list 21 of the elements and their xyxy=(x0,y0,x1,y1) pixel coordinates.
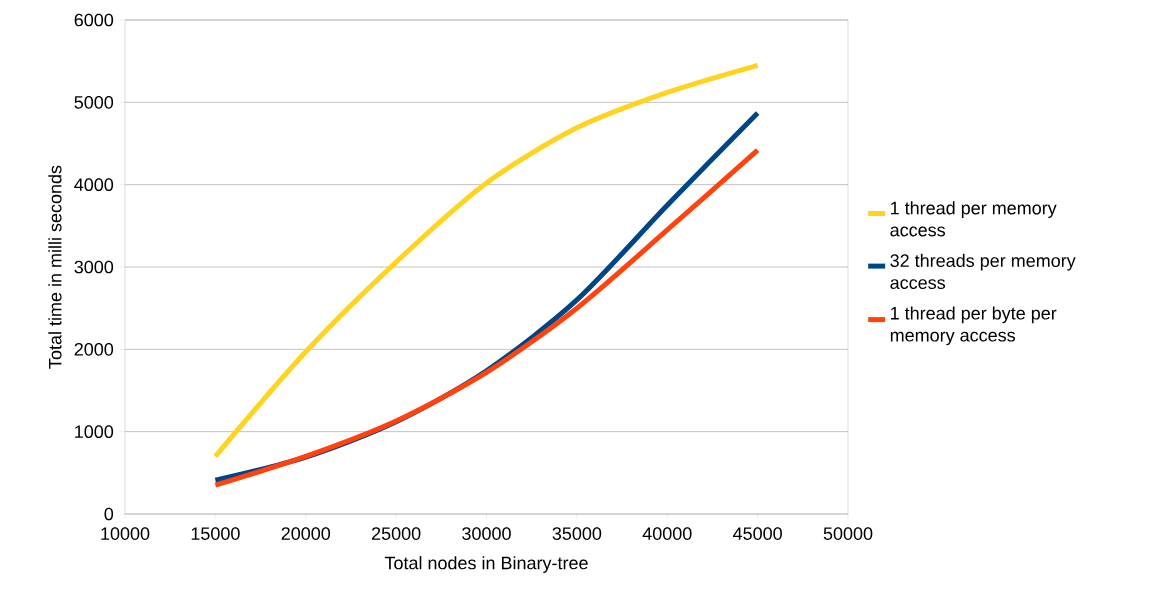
y-axis-title: Total time in milli seconds xyxy=(48,165,62,369)
x-tick-label: 25000 xyxy=(372,527,421,540)
y-tick-label: 4000 xyxy=(74,178,114,192)
y-tick-label: 0 xyxy=(104,507,114,521)
x-tick-label: 10000 xyxy=(101,527,150,540)
y-tick-label: 1000 xyxy=(75,425,114,439)
x-tick-label: 50000 xyxy=(823,527,873,540)
x-tick-label: 20000 xyxy=(281,527,331,540)
legend-label: 32 threads per memory access xyxy=(890,253,1076,290)
x-axis-title: Total nodes in Binary-tree xyxy=(384,556,588,573)
y-tick-label: 6000 xyxy=(74,13,114,27)
y-tick-label: 2000 xyxy=(74,342,114,356)
x-tick-label: 40000 xyxy=(642,527,692,540)
y-tick-label: 5000 xyxy=(74,95,114,109)
legend-label: 1 thread per memory access xyxy=(890,201,1057,237)
x-tick-label: 45000 xyxy=(733,527,782,540)
x-tick-label: 15000 xyxy=(191,527,240,540)
x-tick-label: 35000 xyxy=(552,527,602,540)
y-tick-label: 3000 xyxy=(74,260,114,274)
x-tick-label: 30000 xyxy=(462,527,511,540)
legend-label: 1 thread per byte per memory access xyxy=(890,306,1057,346)
